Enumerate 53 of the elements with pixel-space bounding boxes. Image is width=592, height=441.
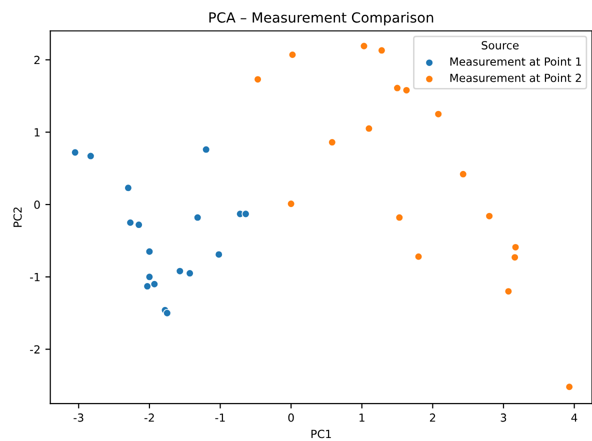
legend-label: Measurement at Point 2	[450, 73, 581, 82]
point	[86, 152, 95, 160]
point	[414, 252, 423, 261]
point	[288, 50, 297, 59]
point	[150, 280, 158, 288]
point	[126, 218, 134, 227]
point	[328, 138, 336, 146]
point	[202, 145, 210, 154]
x-tick-label: 1	[360, 414, 364, 422]
point	[145, 272, 154, 281]
point	[378, 46, 386, 54]
point	[186, 269, 194, 278]
x-axis-title: PC1	[311, 430, 331, 438]
point	[364, 124, 374, 133]
point	[124, 184, 132, 192]
y-tick-label: -2	[30, 345, 40, 354]
point	[360, 42, 368, 50]
y-tick-label: -1	[30, 273, 40, 282]
point	[565, 382, 574, 391]
x-tick-label: -1	[215, 414, 225, 422]
x-tick-label: -2	[144, 413, 154, 422]
legend-label: Measurement at Point 1	[450, 57, 581, 66]
y-tick-label: 0	[34, 200, 40, 209]
x-tick-label: 0	[288, 413, 294, 422]
point	[511, 243, 520, 252]
point	[143, 282, 152, 290]
point	[194, 213, 202, 222]
point	[145, 247, 154, 256]
y-tick-label: 2	[34, 56, 40, 64]
point	[504, 287, 513, 296]
point	[134, 220, 143, 229]
point	[71, 148, 80, 157]
point	[214, 250, 223, 259]
point	[402, 86, 411, 94]
point	[242, 210, 250, 218]
x-tick-label: 3	[500, 413, 506, 422]
point	[393, 84, 402, 92]
point	[510, 253, 519, 262]
x-tick-label: 4	[571, 414, 578, 422]
point	[395, 213, 404, 222]
x-tick-label: -3	[74, 413, 84, 422]
point	[286, 200, 296, 208]
point	[434, 110, 442, 118]
x-tick-label: 2	[430, 413, 436, 422]
legend-title: Source	[482, 41, 519, 50]
point	[254, 75, 262, 84]
point	[485, 212, 494, 220]
chart-title: PCA – Measurement Comparison	[209, 12, 434, 26]
point	[176, 267, 184, 276]
y-axis-title: PC2	[13, 208, 22, 227]
point	[163, 308, 172, 318]
point	[459, 170, 468, 178]
y-tick-label: 1	[34, 128, 40, 136]
